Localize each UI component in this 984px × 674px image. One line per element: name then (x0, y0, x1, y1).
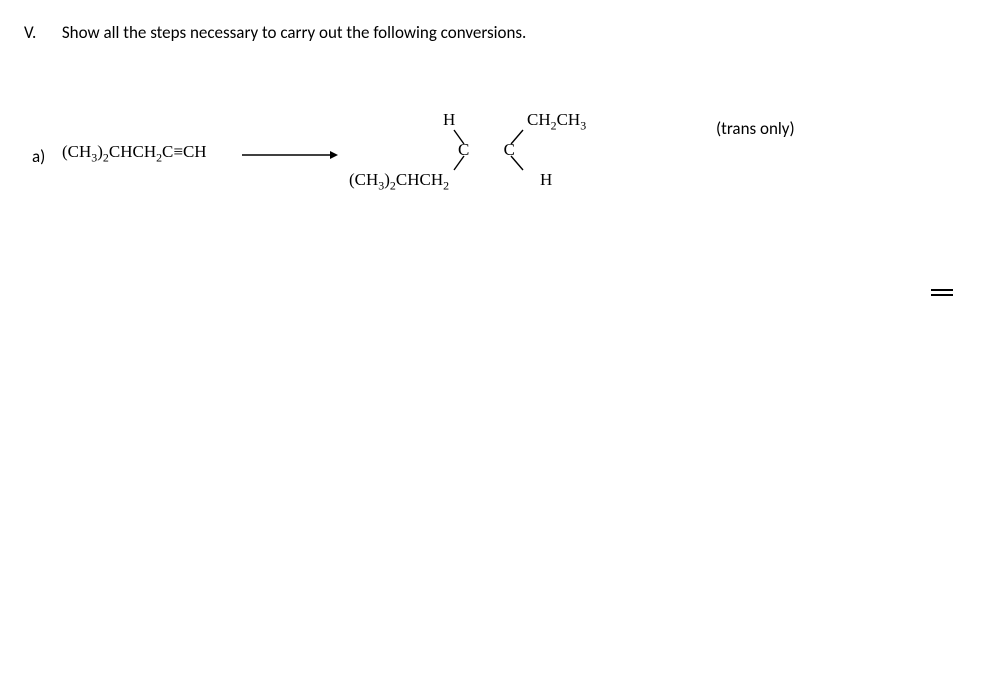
product-center: C C (458, 140, 515, 160)
question-text: Show all the steps necessary to carry ou… (62, 22, 527, 43)
product-bottom-left: (CH3)2CHCH2 (349, 170, 449, 193)
trans-note: (trans only) (716, 118, 795, 139)
question-number: V. (24, 22, 58, 43)
product-center-left: C (458, 140, 469, 159)
part-label: a) (32, 146, 45, 167)
reactant-formula: (CH3)2CHCH2C≡CH (62, 142, 207, 165)
question-line: V. Show all the steps necessary to carry… (24, 22, 526, 43)
product-center-right: C (504, 140, 515, 159)
reaction-arrow-icon (240, 148, 340, 162)
double-bond-icon (931, 289, 953, 297)
product-bottom-right: H (540, 170, 552, 190)
